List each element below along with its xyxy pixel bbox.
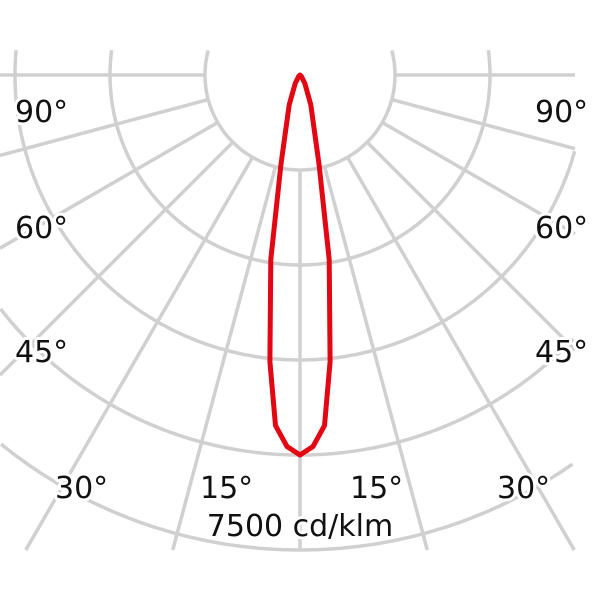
angle-label-left-90: 90° xyxy=(15,95,68,130)
grid-radial-line xyxy=(381,120,576,236)
grid-radial-line xyxy=(0,140,235,377)
grid-radial-line xyxy=(322,166,429,551)
grid-radial-line xyxy=(24,156,255,551)
angle-label-left-45: 45° xyxy=(15,335,68,370)
grid-ring xyxy=(0,307,575,457)
angle-label-right-45: 45° xyxy=(535,335,588,370)
grid-ring xyxy=(108,49,492,267)
polar-grid xyxy=(0,49,577,552)
angle-label-left-15: 15° xyxy=(200,471,253,506)
intensity-curve xyxy=(267,72,333,458)
angle-label-right-90: 90° xyxy=(535,95,588,130)
scale-label: 7500 cd/klm xyxy=(207,509,393,544)
grid-radial-line xyxy=(391,97,576,151)
angle-label-left-60: 60° xyxy=(15,211,68,246)
grid-radial-line xyxy=(0,97,209,158)
grid-radial-line xyxy=(0,120,219,250)
angle-label-right-60: 60° xyxy=(535,211,588,246)
grid-radial-line xyxy=(345,156,576,551)
grid-radial-line xyxy=(365,140,577,352)
grid-ring xyxy=(13,50,577,362)
grid-ring xyxy=(0,442,574,552)
angle-label-left-30: 30° xyxy=(55,471,108,506)
angle-label-right-15: 15° xyxy=(350,471,403,506)
grid-ring xyxy=(203,49,397,172)
grid-radial-line xyxy=(171,166,278,551)
angle-label-right-30: 30° xyxy=(497,471,550,506)
